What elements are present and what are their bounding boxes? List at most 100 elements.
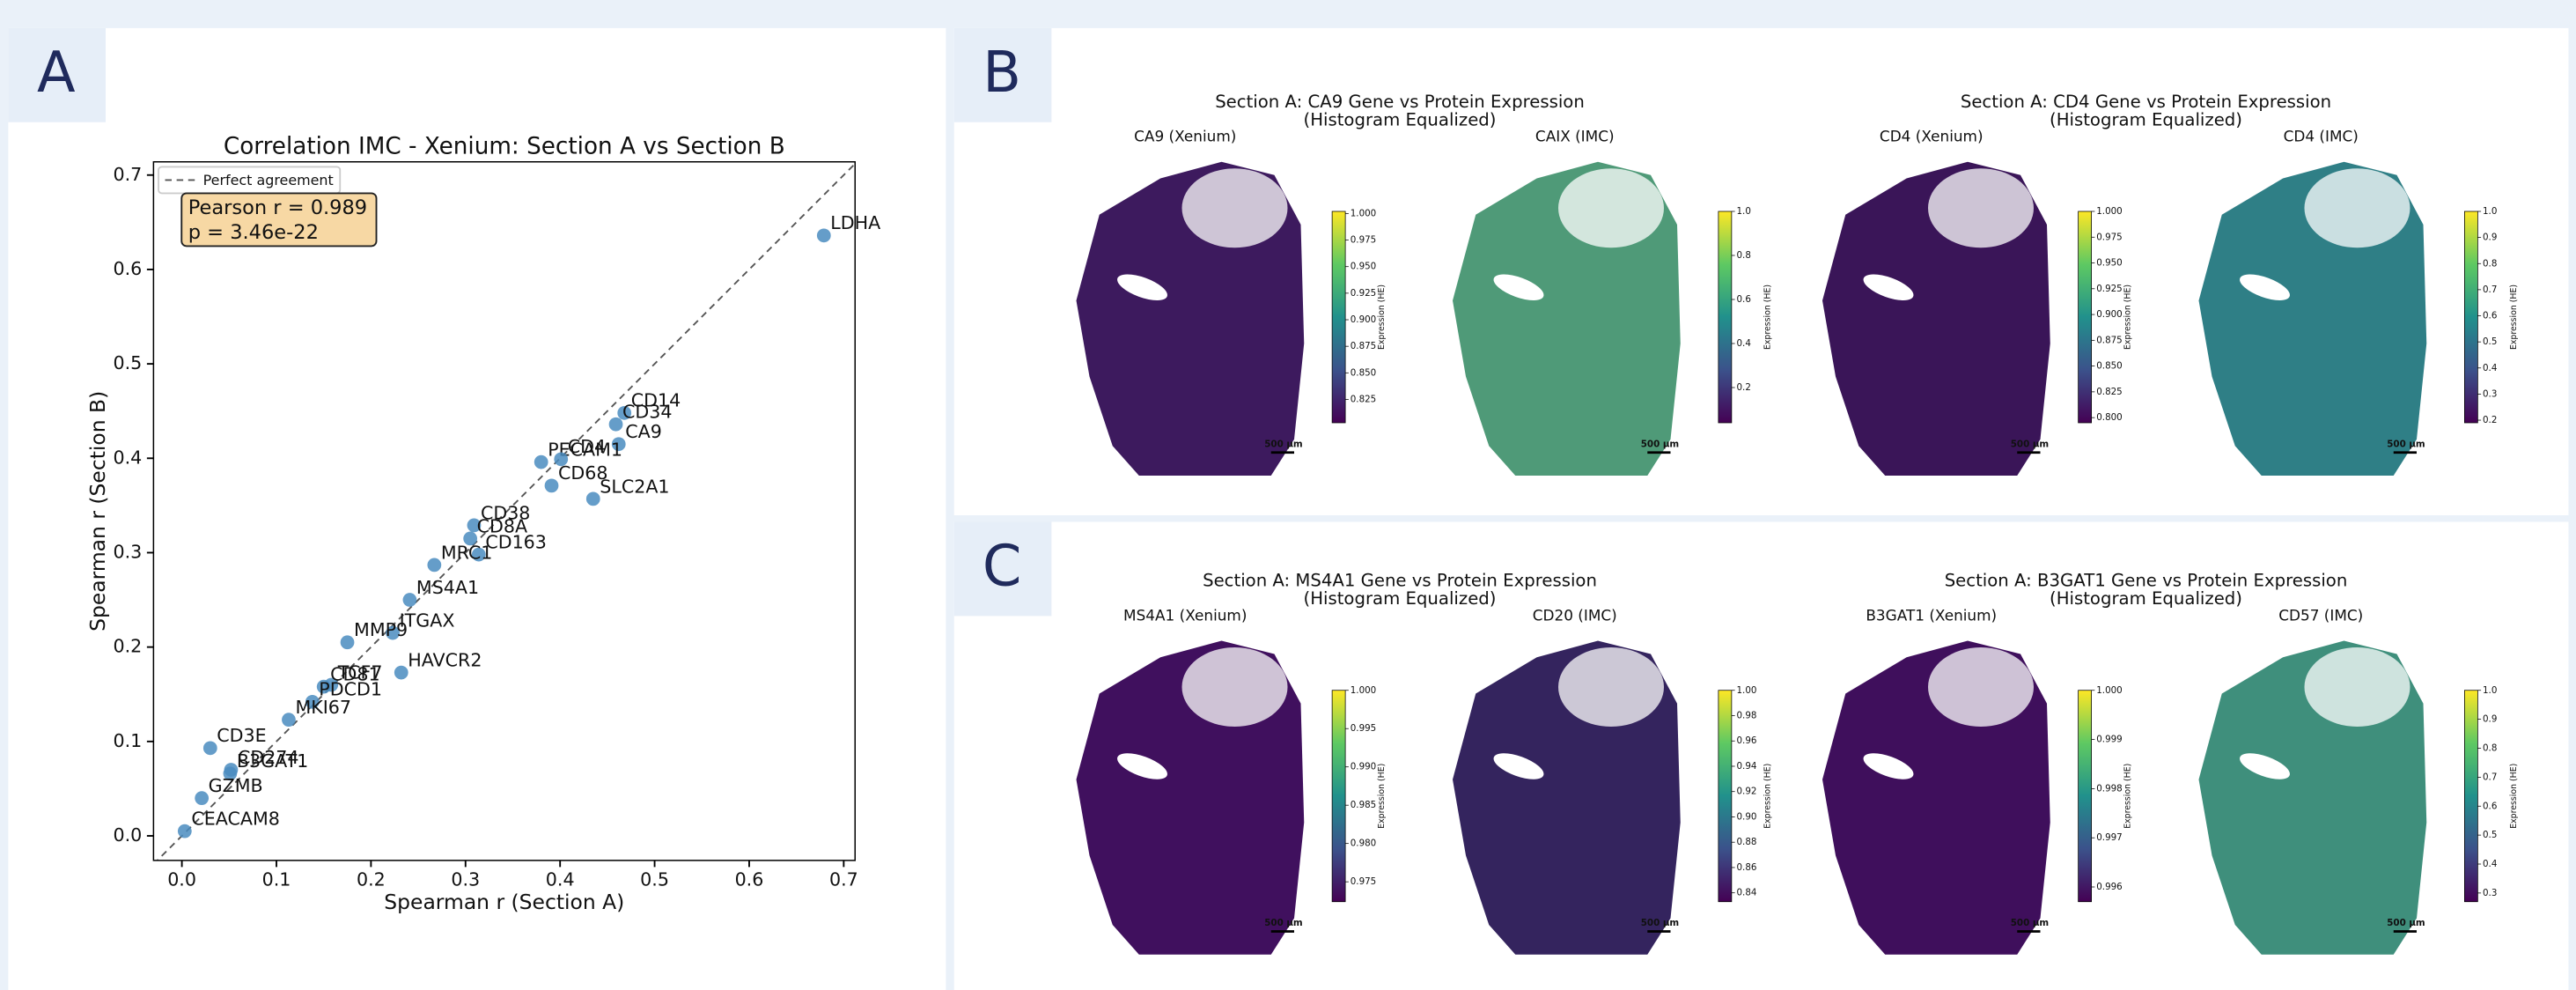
tissue-highlight <box>1182 647 1288 727</box>
y-tick-label: 0.7 <box>113 164 142 185</box>
figure: A B C Correlation IMC - Xenium: Section … <box>0 0 2576 990</box>
colorbar-tick-label: 1.000 <box>2096 206 2122 217</box>
point <box>403 593 417 607</box>
colorbar-tick-label: 0.850 <box>1351 367 1376 378</box>
colorbar-tick-label: 0.4 <box>2483 859 2497 869</box>
panel-label: C <box>983 534 1022 599</box>
colorbar-tick-label: 0.975 <box>1351 876 1376 887</box>
colorbar-label: Expression (HE) <box>1377 284 1387 350</box>
point <box>545 478 559 492</box>
y-tick-label: 0.1 <box>113 730 142 751</box>
colorbar-tick-label: 0.6 <box>2483 801 2497 811</box>
point-label: HAVCR2 <box>408 649 482 670</box>
colorbar-tick-label: 0.90 <box>1737 811 1757 822</box>
colorbar-label: Expression (HE) <box>2123 764 2132 829</box>
colorbar-tick-label: 0.4 <box>1737 338 1751 349</box>
colorbar-label: Expression (HE) <box>1763 284 1773 350</box>
colorbar-tick-label: 0.990 <box>1351 762 1376 772</box>
point <box>817 228 831 242</box>
colorbar-tick-label: 0.975 <box>2096 232 2122 242</box>
colorbar <box>1719 211 1732 423</box>
scale-bar-label: 500 µm <box>2387 439 2425 449</box>
colorbar-tick-label: 0.950 <box>1351 262 1376 272</box>
colorbar-tick-label: 0.995 <box>1351 723 1376 734</box>
colorbar-label: Expression (HE) <box>1377 764 1387 829</box>
point-label: MS4A1 <box>416 577 479 598</box>
colorbar-tick-label: 0.900 <box>2096 309 2122 320</box>
x-tick-label: 0.0 <box>167 868 196 890</box>
colorbar-tick-label: 0.800 <box>2096 412 2122 423</box>
point-label: MRC1 <box>441 542 493 563</box>
colorbar-label: Expression (HE) <box>1763 764 1773 829</box>
colorbar-tick-label: 0.8 <box>1737 250 1751 261</box>
colorbar-tick-label: 0.7 <box>2483 284 2497 295</box>
colorbar-label: Expression (HE) <box>2509 764 2519 829</box>
tissue-image: 500 µm <box>1453 162 1681 476</box>
image-label: CD4 (IMC) <box>2284 128 2359 145</box>
colorbar-tick-label: 0.875 <box>2096 335 2122 345</box>
point <box>195 791 209 805</box>
figure-content: A B C Correlation IMC - Xenium: Section … <box>8 28 2568 990</box>
image-label: CAIX (IMC) <box>1535 128 1615 145</box>
colorbar-tick-label: 1.000 <box>1351 685 1376 696</box>
colorbar-tick-label: 0.900 <box>1351 314 1376 325</box>
subplot-title: (Histogram Equalized) <box>2050 109 2242 129</box>
y-tick-label: 0.2 <box>113 636 142 657</box>
colorbar-tick-label: 0.998 <box>2096 783 2122 794</box>
tissue-image: 500 µm <box>1077 162 1305 476</box>
colorbar-tick-label: 0.875 <box>1351 341 1376 351</box>
colorbar-tick-label: 0.850 <box>2096 361 2122 372</box>
colorbar-tick-label: 0.6 <box>1737 294 1751 305</box>
colorbar-tick-label: 0.925 <box>1351 288 1376 299</box>
point-label: CD34 <box>622 402 673 423</box>
point-label: SLC2A1 <box>600 476 669 497</box>
colorbar-tick-label: 0.825 <box>2096 387 2122 397</box>
colorbar <box>2079 691 2092 902</box>
point <box>203 741 217 755</box>
legend-label: Perfect agreement <box>203 172 334 188</box>
colorbar-tick-label: 0.999 <box>2096 735 2122 745</box>
x-tick-label: 0.6 <box>735 868 764 890</box>
x-axis-label: Spearman r (Section A) <box>384 890 624 914</box>
image-label: CA9 (Xenium) <box>1134 128 1236 145</box>
x-tick-label: 0.1 <box>262 868 291 890</box>
y-tick-label: 0.4 <box>113 447 142 468</box>
tissue-image: 500 µm <box>1822 162 2050 476</box>
tissue-highlight <box>1928 168 2034 248</box>
point-label: CD163 <box>485 531 547 552</box>
colorbar-tick-label: 1.00 <box>1737 685 1757 696</box>
colorbar-tick-label: 1.0 <box>1737 206 1751 217</box>
scale-bar-label: 500 µm <box>2387 918 2425 928</box>
colorbar-tick-label: 0.7 <box>2483 772 2497 782</box>
colorbar-tick-label: 0.5 <box>2483 336 2497 347</box>
colorbar-tick-label: 0.6 <box>2483 311 2497 321</box>
point <box>609 417 623 432</box>
colorbar-tick-label: 0.5 <box>2483 830 2497 840</box>
colorbar-tick-label: 0.3 <box>2483 888 2497 898</box>
tissue-highlight <box>2305 168 2410 248</box>
image-label: CD57 (IMC) <box>2278 606 2363 624</box>
tissue-highlight <box>2305 647 2410 727</box>
colorbar <box>2464 211 2477 423</box>
colorbar-tick-label: 0.92 <box>1737 787 1757 797</box>
colorbar-tick-label: 1.000 <box>2096 685 2122 696</box>
colorbar-tick-label: 0.985 <box>1351 800 1376 810</box>
subplot-title: Section A: CD4 Gene vs Protein Expressio… <box>1961 92 2331 112</box>
annotation: Pearson r = 0.989 <box>188 196 367 219</box>
tissue-image: 500 µm <box>2199 162 2427 476</box>
colorbar-tick-label: 1.000 <box>1351 208 1376 218</box>
point-label: CD4 <box>568 436 606 457</box>
colorbar <box>1719 691 1732 902</box>
colorbar-tick-label: 0.98 <box>1737 710 1757 720</box>
colorbar-tick-label: 0.9 <box>2483 714 2497 725</box>
colorbar-tick-label: 1.0 <box>2483 206 2497 217</box>
y-tick-label: 0.5 <box>113 352 142 373</box>
subplot-title: (Histogram Equalized) <box>1304 588 1497 609</box>
x-tick-label: 0.2 <box>357 868 386 890</box>
colorbar-tick-label: 0.997 <box>2096 832 2122 843</box>
point <box>178 824 192 839</box>
tissue-image: 500 µm <box>1077 641 1305 955</box>
point-label: MMP9 <box>354 619 408 640</box>
colorbar-tick-label: 0.94 <box>1737 761 1757 772</box>
point <box>534 455 548 469</box>
